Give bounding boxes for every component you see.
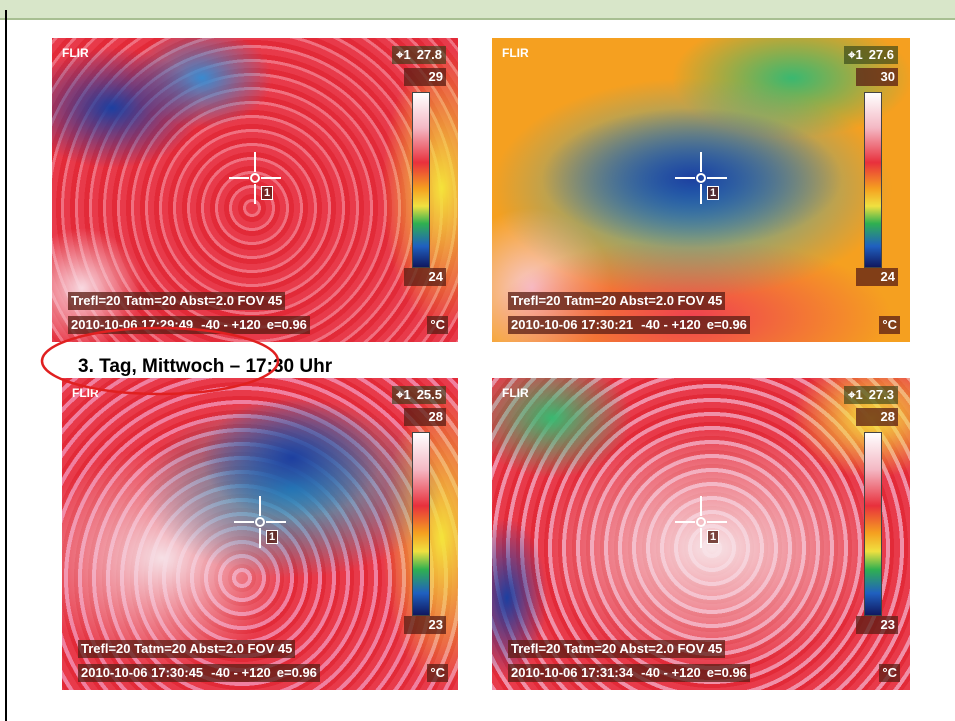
timestamp: 2010-10-06 17:30:45 bbox=[81, 665, 203, 680]
left-border bbox=[5, 10, 7, 721]
parameters: Trefl=20 Tatm=20 Abst=2.0 FOV 45 bbox=[508, 292, 725, 310]
timestamp: 2010-10-06 17:29:49 bbox=[71, 317, 193, 332]
spot-marker: 1 bbox=[266, 530, 278, 544]
parameters: Trefl=20 Tatm=20 Abst=2.0 FOV 45 bbox=[508, 640, 725, 658]
spot-value: 27.8 bbox=[417, 47, 442, 62]
flir-logo: FLIR bbox=[72, 384, 99, 402]
emissivity: e=0.96 bbox=[277, 665, 317, 680]
info-line: 2010-10-06 17:29:49 -40 - +120 e=0.96 bbox=[68, 316, 310, 334]
color-scale bbox=[864, 432, 882, 616]
unit: °C bbox=[427, 664, 448, 682]
crosshair-icon bbox=[234, 496, 286, 548]
flir-logo: FLIR bbox=[502, 384, 529, 402]
spot-value: 27.6 bbox=[869, 47, 894, 62]
emissivity: e=0.96 bbox=[707, 317, 747, 332]
emissivity: e=0.96 bbox=[267, 317, 307, 332]
scale-min: 24 bbox=[856, 268, 898, 286]
crosshair-icon bbox=[675, 152, 727, 204]
spot-value: 27.3 bbox=[869, 387, 894, 402]
flir-logo: FLIR bbox=[502, 44, 529, 62]
unit: °C bbox=[427, 316, 448, 334]
spot-label: 1 bbox=[403, 387, 410, 402]
spot-label: 1 bbox=[403, 47, 410, 62]
unit: °C bbox=[879, 316, 900, 334]
spot-label: 1 bbox=[855, 47, 862, 62]
range: -40 - +120 bbox=[641, 317, 701, 332]
emissivity: e=0.96 bbox=[707, 665, 747, 680]
color-scale bbox=[864, 92, 882, 268]
info-line: 2010-10-06 17:31:34 -40 - +120 e=0.96 bbox=[508, 664, 750, 682]
range: -40 - +120 bbox=[641, 665, 701, 680]
scale-min: 23 bbox=[404, 616, 446, 634]
range: -40 - +120 bbox=[201, 317, 261, 332]
spot-marker: 1 bbox=[707, 530, 719, 544]
scale-max: 28 bbox=[856, 408, 898, 426]
timestamp: 2010-10-06 17:30:21 bbox=[511, 317, 633, 332]
crosshair bbox=[675, 496, 727, 548]
scale-max: 29 bbox=[404, 68, 446, 86]
range: -40 - +120 bbox=[211, 665, 271, 680]
crosshair bbox=[234, 496, 286, 548]
color-scale bbox=[412, 92, 430, 268]
spot-marker: 1 bbox=[707, 186, 719, 200]
spot-label: 1 bbox=[855, 387, 862, 402]
timestamp: 2010-10-06 17:31:34 bbox=[511, 665, 633, 680]
crosshair-icon bbox=[229, 152, 281, 204]
crosshair bbox=[675, 152, 727, 204]
crosshair bbox=[229, 152, 281, 204]
scale-max: 28 bbox=[404, 408, 446, 426]
parameters: Trefl=20 Tatm=20 Abst=2.0 FOV 45 bbox=[68, 292, 285, 310]
scale-min: 24 bbox=[404, 268, 446, 286]
spot-marker: 1 bbox=[261, 186, 273, 200]
slide: FLIR⌖127.82924Trefl=20 Tatm=20 Abst=2.0 … bbox=[0, 0, 955, 721]
parameters: Trefl=20 Tatm=20 Abst=2.0 FOV 45 bbox=[78, 640, 295, 658]
top-bar bbox=[0, 0, 955, 20]
flir-logo: FLIR bbox=[62, 44, 89, 62]
scale-min: 23 bbox=[856, 616, 898, 634]
color-scale bbox=[412, 432, 430, 616]
caption: 3. Tag, Mittwoch – 17:30 Uhr bbox=[78, 356, 332, 378]
scale-max: 30 bbox=[856, 68, 898, 86]
crosshair-icon bbox=[675, 496, 727, 548]
spot-value: 25.5 bbox=[417, 387, 442, 402]
info-line: 2010-10-06 17:30:21 -40 - +120 e=0.96 bbox=[508, 316, 750, 334]
info-line: 2010-10-06 17:30:45 -40 - +120 e=0.96 bbox=[78, 664, 320, 682]
unit: °C bbox=[879, 664, 900, 682]
